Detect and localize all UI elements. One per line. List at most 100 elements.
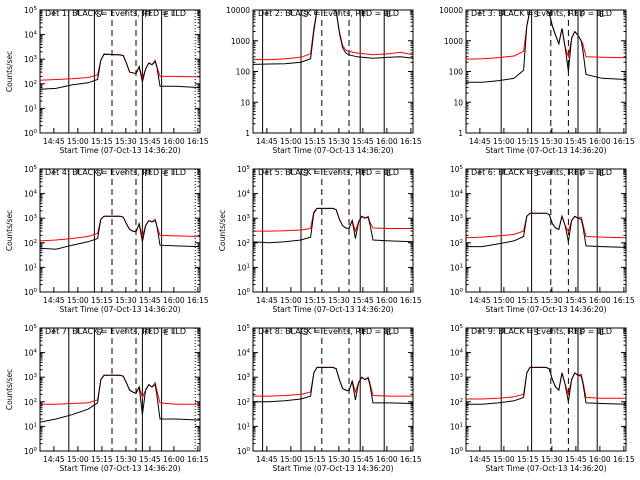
y-tick-label: 104 — [237, 349, 251, 358]
series-group — [253, 366, 413, 404]
plot-frame — [39, 9, 201, 134]
panel-title: Det 5: BLACK = Events, RED = LLD — [258, 168, 399, 177]
x-axis-label: Start Time (07-Oct-13 14:36:20) — [485, 464, 606, 473]
y-tick-exponent: 1 — [34, 104, 38, 110]
events-rate-line — [466, 212, 626, 248]
x-tick-label: 15:30 — [541, 455, 563, 464]
detector-panel: S F E 1 10 100 1000 10000 14:45 15:00 15:15 15:30 15… — [226, 6, 422, 155]
plot-frame — [465, 327, 627, 452]
y-tick-label: 101 — [24, 104, 37, 113]
detector-panel: S F E 1 10 100 1000 10000 14:45 15:00 15:15 15:30 15… — [439, 6, 635, 155]
time-marker-label: S — [96, 169, 101, 178]
x-tick-label: 15:15 — [304, 296, 326, 305]
x-tick-label: 15:15 — [91, 455, 113, 464]
x-tick-label: 15:45 — [352, 296, 374, 305]
time-marker-label: E — [164, 328, 169, 337]
y-axis-label: Counts/sec — [5, 210, 14, 251]
y-tick-exponent: 5 — [34, 324, 38, 330]
y-tick-label: 103 — [237, 214, 251, 223]
panel-title: Det 4: BLACK = Events, RED = LLD — [45, 168, 186, 177]
plot-frame — [252, 9, 414, 134]
y-tick-label: 102 — [450, 239, 463, 248]
x-tick-label: 15:00 — [280, 137, 302, 146]
events-rate-line — [40, 53, 200, 90]
y-tick-label: 103 — [24, 373, 38, 382]
y-tick-exponent: 0 — [247, 447, 251, 453]
time-marker-label: F — [144, 10, 149, 19]
series-group — [40, 53, 200, 90]
plot-frame — [252, 168, 414, 293]
x-tick-label: 15:00 — [67, 455, 89, 464]
y-tick-label: 104 — [237, 190, 251, 199]
time-marker-label: F — [144, 328, 149, 337]
x-tick-label: 14:45 — [43, 296, 65, 305]
y-tick-exponent: 4 — [34, 349, 38, 355]
y-tick-label: 100 — [450, 288, 464, 297]
y-tick-exponent: 0 — [460, 447, 464, 453]
x-tick-label: 15:00 — [493, 137, 515, 146]
events-rate-line — [466, 366, 626, 405]
y-tick-label: 100 — [450, 447, 464, 456]
y-tick-label: 104 — [24, 31, 38, 40]
x-tick-label: 16:00 — [376, 296, 398, 305]
panel-title: Det 3: BLACK = Events, RED = LLD — [471, 9, 612, 18]
y-tick-label: 104 — [450, 349, 464, 358]
y-tick-label: 105 — [237, 165, 251, 174]
y-tick-label: 102 — [24, 398, 37, 407]
y-axis-label: Counts/sec — [5, 369, 14, 410]
y-tick-exponent: 3 — [247, 214, 251, 220]
time-marker-label: E — [599, 10, 604, 19]
y-tick-exponent: 1 — [34, 263, 38, 269]
x-tick-label: 14:45 — [256, 137, 278, 146]
y-tick-label: 102 — [237, 239, 250, 248]
y-tick-exponent: 3 — [34, 214, 38, 220]
y-tick-label: 100 — [24, 288, 38, 297]
y-tick-label: 101 — [450, 263, 463, 272]
lld-rate-line — [40, 53, 200, 81]
series-group — [253, 10, 413, 65]
time-marker-label: F — [362, 10, 367, 19]
plot-frame — [465, 168, 627, 293]
y-tick-label: 103 — [24, 214, 38, 223]
time-marker-label: E — [599, 169, 604, 178]
x-tick-label: 16:15 — [613, 137, 635, 146]
y-tick-exponent: 3 — [247, 373, 251, 379]
plot-frame — [39, 168, 201, 293]
y-tick-exponent: 2 — [247, 398, 251, 404]
time-marker-label: S — [534, 328, 539, 337]
x-tick-label: 15:45 — [565, 137, 587, 146]
x-tick-label: 15:45 — [139, 296, 161, 305]
x-tick-label: 14:45 — [43, 137, 65, 146]
x-tick-label: 15:15 — [517, 137, 539, 146]
y-tick-exponent: 5 — [247, 324, 251, 330]
y-tick-label: 105 — [450, 324, 464, 333]
plot-frame — [39, 327, 201, 452]
x-tick-label: 15:30 — [328, 455, 350, 464]
y-tick-exponent: 4 — [34, 190, 38, 196]
events-rate-line — [253, 10, 413, 65]
time-marker-label: E — [164, 10, 169, 19]
events-rate-line — [466, 10, 626, 83]
x-tick-label: 15:00 — [67, 137, 89, 146]
x-tick-label: 16:15 — [613, 296, 635, 305]
x-tick-label: 16:00 — [589, 455, 611, 464]
y-tick-label: 100 — [236, 68, 251, 77]
y-tick-exponent: 2 — [34, 398, 38, 404]
x-tick-label: 15:30 — [328, 137, 350, 146]
y-tick-exponent: 0 — [34, 288, 38, 294]
y-tick-exponent: 5 — [460, 324, 464, 330]
x-tick-label: 15:15 — [517, 455, 539, 464]
events-rate-line — [253, 366, 413, 404]
y-tick-exponent: 2 — [460, 239, 464, 245]
y-tick-label: 102 — [24, 80, 37, 89]
y-tick-exponent: 0 — [460, 288, 464, 294]
x-tick-label: 15:45 — [139, 137, 161, 146]
x-tick-label: 16:00 — [163, 137, 185, 146]
x-axis-label: Start Time (07-Oct-13 14:36:20) — [272, 464, 393, 473]
x-tick-label: 14:45 — [256, 296, 278, 305]
y-tick-exponent: 2 — [34, 80, 38, 86]
